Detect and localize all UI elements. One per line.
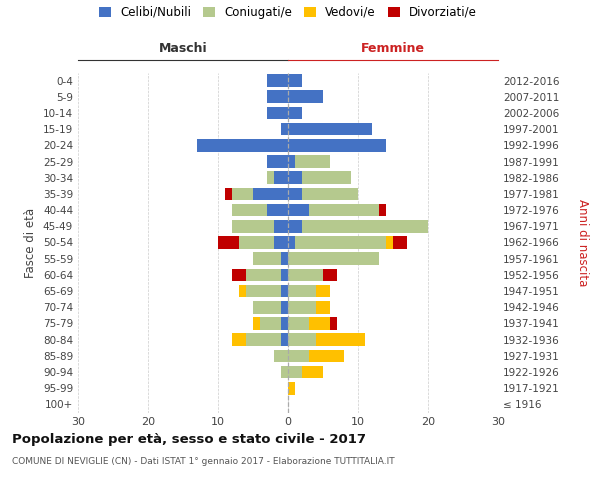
Bar [288, 155, 295, 168]
Bar [302, 220, 428, 232]
Bar [295, 155, 330, 168]
Bar [239, 236, 274, 249]
Bar [253, 301, 281, 314]
Bar [288, 123, 372, 136]
Bar [288, 382, 295, 394]
Bar [274, 236, 288, 249]
Bar [309, 204, 379, 216]
Bar [267, 204, 288, 216]
Bar [309, 317, 330, 330]
Bar [288, 268, 323, 281]
Bar [281, 252, 288, 265]
Text: Femmine: Femmine [361, 42, 425, 55]
Bar [253, 317, 260, 330]
Bar [288, 106, 302, 120]
Bar [288, 366, 302, 378]
Text: COMUNE DI NEVIGLIE (CN) - Dati ISTAT 1° gennaio 2017 - Elaborazione TUTTITALIA.I: COMUNE DI NEVIGLIE (CN) - Dati ISTAT 1° … [12, 458, 395, 466]
Bar [288, 74, 302, 87]
Bar [295, 236, 386, 249]
Bar [281, 334, 288, 346]
Bar [246, 268, 281, 281]
Bar [267, 172, 274, 184]
Bar [393, 236, 407, 249]
Bar [246, 285, 281, 298]
Bar [288, 220, 302, 232]
Bar [281, 366, 288, 378]
Bar [302, 188, 358, 200]
Bar [281, 285, 288, 298]
Text: Maschi: Maschi [158, 42, 208, 55]
Bar [288, 172, 302, 184]
Bar [267, 106, 288, 120]
Bar [239, 285, 246, 298]
Bar [253, 252, 281, 265]
Bar [379, 204, 386, 216]
Bar [288, 317, 309, 330]
Bar [302, 172, 351, 184]
Bar [281, 123, 288, 136]
Bar [232, 188, 253, 200]
Bar [288, 139, 386, 151]
Bar [288, 204, 309, 216]
Bar [288, 301, 316, 314]
Bar [232, 334, 246, 346]
Bar [316, 334, 365, 346]
Bar [232, 220, 274, 232]
Bar [302, 366, 323, 378]
Legend: Celibi/Nubili, Coniugati/e, Vedovi/e, Divorziati/e: Celibi/Nubili, Coniugati/e, Vedovi/e, Di… [99, 6, 477, 19]
Bar [323, 268, 337, 281]
Bar [246, 334, 281, 346]
Y-axis label: Fasce di età: Fasce di età [25, 208, 37, 278]
Bar [330, 317, 337, 330]
Bar [316, 285, 330, 298]
Y-axis label: Anni di nascita: Anni di nascita [576, 199, 589, 286]
Bar [281, 268, 288, 281]
Bar [267, 90, 288, 103]
Bar [281, 317, 288, 330]
Bar [288, 90, 323, 103]
Bar [309, 350, 344, 362]
Bar [288, 188, 302, 200]
Bar [288, 285, 316, 298]
Bar [253, 188, 288, 200]
Bar [197, 139, 288, 151]
Bar [225, 188, 232, 200]
Bar [274, 172, 288, 184]
Bar [288, 350, 309, 362]
Bar [288, 252, 379, 265]
Bar [218, 236, 239, 249]
Text: Popolazione per età, sesso e stato civile - 2017: Popolazione per età, sesso e stato civil… [12, 432, 366, 446]
Bar [281, 301, 288, 314]
Bar [232, 268, 246, 281]
Bar [274, 350, 288, 362]
Bar [267, 155, 288, 168]
Bar [232, 204, 267, 216]
Bar [316, 301, 330, 314]
Bar [274, 220, 288, 232]
Bar [288, 236, 295, 249]
Bar [260, 317, 281, 330]
Bar [386, 236, 393, 249]
Bar [288, 334, 316, 346]
Bar [267, 74, 288, 87]
